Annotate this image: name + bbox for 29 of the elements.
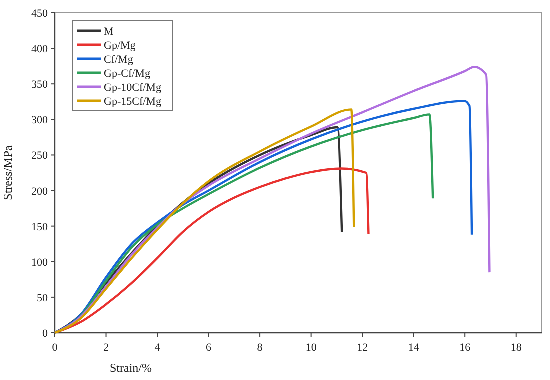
x-tick-label: 16 xyxy=(460,342,472,354)
legend-label: Gp/Mg xyxy=(104,40,136,52)
legend-label: Gp-Cf/Mg xyxy=(104,68,151,80)
y-tick-label: 0 xyxy=(42,328,48,340)
legend-label: Gp-15Cf/Mg xyxy=(104,96,162,108)
x-tick-label: 10 xyxy=(306,342,318,354)
legend-label: Cf/Mg xyxy=(104,54,134,66)
y-tick-label: 100 xyxy=(32,256,48,269)
x-tick-label: 12 xyxy=(357,342,368,354)
y-tick-label: 400 xyxy=(32,44,48,56)
line-series xyxy=(54,66,491,334)
y-axis-title: Stress/MPa xyxy=(1,144,15,200)
x-tick-label: 0 xyxy=(52,342,58,354)
x-tick-label: 8 xyxy=(257,342,264,354)
x-axis-title: Strain/% xyxy=(110,361,152,375)
y-tick-label: 300 xyxy=(32,114,48,127)
x-tick-label: 4 xyxy=(154,342,161,354)
y-tick-label: 200 xyxy=(32,186,48,198)
x-tick-label: 2 xyxy=(104,342,110,354)
y-tick-label: 150 xyxy=(32,221,48,234)
y-tick-label: 250 xyxy=(32,150,48,162)
y-tick-label: 50 xyxy=(37,292,48,304)
legend-label: Gp-10Cf/Mg xyxy=(104,82,162,94)
x-tick-label: 6 xyxy=(206,342,212,354)
y-tick-label: 450 xyxy=(32,8,48,20)
legend-label: M xyxy=(104,26,114,38)
x-tick-label: 18 xyxy=(510,342,522,354)
y-tick-label: 350 xyxy=(32,79,48,92)
x-tick-label: 14 xyxy=(408,342,420,354)
